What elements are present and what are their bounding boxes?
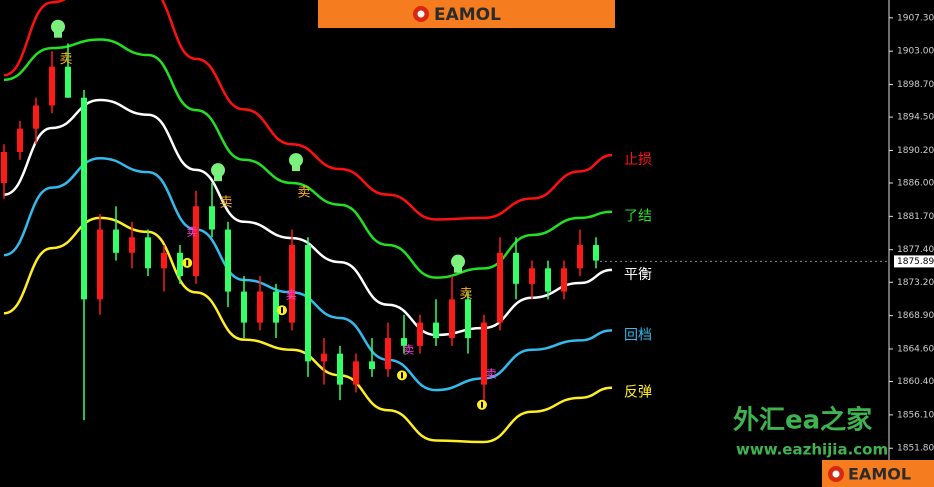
- money-bag-mark: [281, 307, 283, 314]
- money-bag-mark: [186, 259, 189, 266]
- y-tick-label: 1860.40: [897, 377, 934, 387]
- y-tick-label: 1907.30: [897, 13, 934, 23]
- price-axis: 1907.30 1903.00 1898.70 1894.50 1890.20 1886.…: [888, 0, 934, 487]
- y-tick-label: 1881.70: [897, 212, 934, 222]
- band-label: 了结: [624, 209, 652, 225]
- bottom-banner: EAMOL: [822, 460, 934, 487]
- y-tick-label: 1856.10: [897, 410, 934, 420]
- brand: EAMOL: [434, 5, 501, 25]
- candle-body: [145, 237, 151, 269]
- y-tick-label: 1894.50: [897, 113, 934, 123]
- candle-body: [225, 229, 231, 292]
- candle-body: [129, 237, 135, 253]
- sell-signal: 卖: [219, 196, 232, 211]
- candle-body: [305, 245, 311, 362]
- candle-body: [497, 252, 503, 323]
- candle-body: [529, 268, 535, 284]
- band-label: 止损: [624, 152, 652, 168]
- current-price-label: 1875.89: [897, 257, 934, 267]
- candle-body: [513, 252, 519, 284]
- candle-body: [209, 206, 215, 230]
- candle-body: [97, 229, 103, 300]
- skull-icon: [51, 19, 65, 34]
- candle-body: [177, 252, 183, 277]
- band-label: 回档: [624, 327, 652, 343]
- skull-icon: [289, 153, 303, 168]
- watermark-title: 外汇ea之家: [733, 405, 872, 436]
- logo-icon: [832, 470, 840, 478]
- candle-body: [33, 105, 39, 129]
- candle-body: [113, 229, 119, 253]
- candle-body: [257, 291, 263, 323]
- candle-body: [273, 291, 279, 323]
- candle-body: [449, 299, 455, 339]
- current-price-box: [894, 255, 934, 268]
- logo-icon: [417, 10, 425, 18]
- pink-signal: 卖: [403, 344, 414, 357]
- band-line: [3, 98, 613, 337]
- candle-body: [193, 206, 199, 277]
- sell-signal: 卖: [59, 52, 72, 67]
- candle-body: [577, 245, 583, 269]
- skull-jaw: [54, 31, 62, 38]
- candle-body: [481, 322, 487, 385]
- pink-signal: 卖: [286, 288, 297, 301]
- candle-body: [401, 338, 407, 346]
- watermark: 外汇ea之家 www.eazhijia.com: [733, 405, 888, 459]
- money-bag-mark: [481, 401, 483, 408]
- band-line: [3, 156, 613, 392]
- candle-body: [241, 291, 247, 323]
- candle-body: [369, 361, 375, 370]
- y-tick-label: 1898.70: [897, 80, 934, 90]
- candle-body: [417, 322, 423, 346]
- candle-body: [289, 245, 295, 323]
- candle-body: [545, 268, 551, 292]
- candle-body: [49, 66, 55, 106]
- candle-body: [1, 151, 7, 184]
- candle-body: [17, 128, 23, 152]
- candle-body: [321, 353, 327, 362]
- pink-signal: 卖: [187, 226, 198, 239]
- candle-body: [465, 299, 471, 339]
- watermark-url: www.eazhijia.com: [736, 441, 888, 459]
- y-tick-label: 1873.20: [897, 278, 934, 288]
- candle-body: [81, 97, 87, 300]
- banner-bg: [318, 0, 615, 28]
- skull-jaw: [214, 175, 222, 182]
- sell-signal: 卖: [459, 287, 472, 302]
- candle-body: [65, 66, 71, 98]
- candle-body: [433, 322, 439, 339]
- band-label: 反弹: [624, 385, 652, 401]
- skull-icon: [211, 163, 225, 178]
- y-tick-label: 1903.00: [897, 47, 934, 57]
- sell-signal: 卖: [297, 186, 310, 201]
- candle-body: [561, 268, 567, 292]
- pink-signal: 卖: [486, 368, 497, 381]
- band-label: 平衡: [624, 267, 652, 283]
- band-line: [3, 38, 613, 279]
- candle-body: [337, 353, 343, 385]
- top-banner: EAMOL: [318, 0, 615, 28]
- y-tick-label: 1890.20: [897, 146, 934, 156]
- brand: EAMOL: [848, 465, 911, 484]
- candle-body: [385, 338, 391, 370]
- y-tick-label: 1868.90: [897, 311, 934, 321]
- candle-body: [593, 245, 599, 261]
- skull-jaw: [292, 165, 300, 172]
- y-tick-label: 1851.80: [897, 444, 934, 454]
- skull-jaw: [454, 266, 462, 273]
- skull-icon: [451, 254, 465, 269]
- y-tick-label: 1864.60: [897, 344, 934, 354]
- y-tick-label: 1886.00: [897, 179, 934, 189]
- money-bag-mark: [401, 372, 403, 379]
- y-tick-label: 1877.40: [897, 245, 934, 255]
- candle-body: [353, 361, 359, 385]
- candle-body: [161, 252, 167, 269]
- band-line: [3, 0, 613, 221]
